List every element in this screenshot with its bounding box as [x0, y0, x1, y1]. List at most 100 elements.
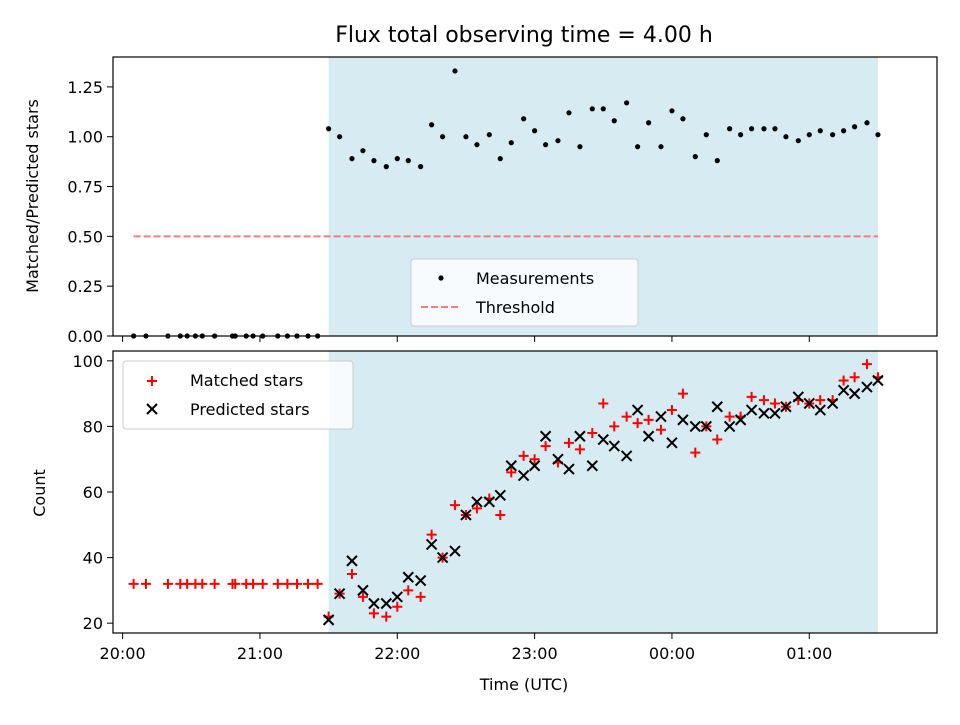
predicted-star-point — [700, 420, 712, 433]
measurement-point — [749, 126, 755, 132]
matched-star-point — [587, 427, 598, 438]
measurement-point — [761, 126, 767, 132]
predicted-star-point — [861, 381, 873, 393]
matched-star-point — [140, 578, 151, 589]
measurement-point — [635, 144, 641, 150]
measurement-point — [326, 126, 332, 132]
predicted-star-point — [689, 420, 702, 433]
chart-title: Flux total observing time = 4.00 h — [335, 23, 713, 48]
predicted-star-point — [758, 407, 770, 420]
matched-star-point — [769, 398, 780, 409]
predicted-star-point — [677, 414, 689, 426]
matched-star-point — [292, 578, 303, 589]
measurement-point — [360, 148, 366, 154]
measurement-point — [566, 110, 572, 116]
predicted-star-point — [711, 401, 723, 413]
measurement-point — [418, 164, 424, 170]
predicted-star-point — [586, 460, 599, 472]
measurement-point — [680, 116, 686, 122]
measurement-point — [577, 144, 583, 150]
matched-star-point — [540, 441, 551, 452]
predicted-star-point — [414, 574, 427, 587]
predicted-star-point — [460, 509, 472, 521]
predicted-star-point — [655, 410, 667, 423]
measurement-point — [864, 120, 870, 126]
matched-star-point — [209, 578, 220, 589]
legend-matched-marker — [147, 376, 157, 386]
matched-star-point — [128, 578, 139, 589]
predicted-star-point — [837, 384, 850, 397]
measurement-point — [337, 134, 343, 140]
matched-star-point — [861, 359, 872, 370]
measurement-point — [669, 108, 675, 114]
predicted-star-point — [780, 401, 792, 413]
predicted-star-point — [552, 453, 564, 465]
matched-star-point — [849, 372, 860, 383]
matched-star-point — [529, 454, 540, 465]
predicted-star-point — [368, 597, 380, 610]
matched-star-point — [282, 578, 293, 589]
measurement-point — [738, 132, 744, 138]
measurement-point — [555, 138, 561, 144]
matched-star-point — [368, 608, 379, 619]
matched-star-point — [230, 578, 241, 589]
measurement-point — [658, 144, 664, 150]
measurement-point — [703, 132, 709, 138]
matched-star-point — [746, 391, 757, 402]
predicted-star-point — [563, 463, 575, 475]
count-x-tick-label: 21:00 — [237, 644, 283, 663]
predicted-star-point — [357, 584, 369, 597]
predicted-star-point — [734, 414, 747, 426]
count-x-tick-label: 22:00 — [374, 644, 420, 663]
matched-star-point — [248, 578, 259, 589]
measurement-point — [795, 138, 801, 144]
ratio-legend-box — [410, 258, 639, 327]
predicted-star-point — [517, 469, 530, 482]
count-legend: Matched stars Predicted stars — [122, 360, 354, 430]
measurement-point — [440, 134, 446, 140]
count-legend-box — [122, 360, 354, 430]
matched-star-point — [381, 611, 392, 622]
matched-star-point — [303, 578, 314, 589]
measurement-point — [497, 156, 503, 162]
predicted-star-point — [346, 555, 358, 567]
matched-star-point — [518, 450, 529, 461]
measurement-point — [817, 128, 823, 134]
predicted-star-point — [425, 538, 438, 551]
count-y-tick-label: 80 — [83, 417, 103, 436]
predicted-star-point — [608, 440, 620, 452]
measurement-point — [474, 142, 480, 148]
ratio-legend: Measurements Threshold — [410, 258, 639, 327]
count-y-tick-label: 100 — [72, 352, 103, 371]
matched-star-point — [632, 418, 643, 429]
count-y-tick-label: 40 — [83, 549, 103, 568]
predicted-star-point — [333, 587, 346, 600]
predicted-star-point — [631, 404, 644, 416]
measurement-point — [692, 154, 698, 160]
predicted-star-point — [402, 571, 414, 583]
measurement-point — [772, 126, 778, 132]
ratio-panel-frame — [112, 56, 938, 337]
matched-star-point — [449, 500, 460, 511]
measurement-point — [841, 128, 847, 134]
count-panel-y-label: Count — [30, 469, 49, 517]
matched-star-point — [495, 509, 506, 520]
legend-measurements-marker — [438, 275, 444, 281]
matched-star-point — [598, 398, 609, 409]
predicted-star-point — [322, 614, 335, 626]
measurement-point — [600, 106, 606, 112]
measurement-point — [349, 156, 355, 162]
matched-star-point — [257, 578, 268, 589]
matched-star-point — [758, 395, 769, 406]
measurement-point — [452, 68, 458, 74]
matched-star-point — [724, 411, 735, 422]
matched-star-point — [666, 405, 677, 416]
matched-star-point — [643, 414, 654, 425]
count-x-tick-label: 20:00 — [100, 644, 146, 663]
predicted-star-point — [792, 391, 805, 403]
matched-star-point — [563, 437, 574, 448]
predicted-star-point — [848, 387, 861, 400]
ratio-panel-y-label: Matched/Predicted stars — [23, 99, 42, 293]
count-x-tick-label: 23:00 — [512, 644, 558, 663]
